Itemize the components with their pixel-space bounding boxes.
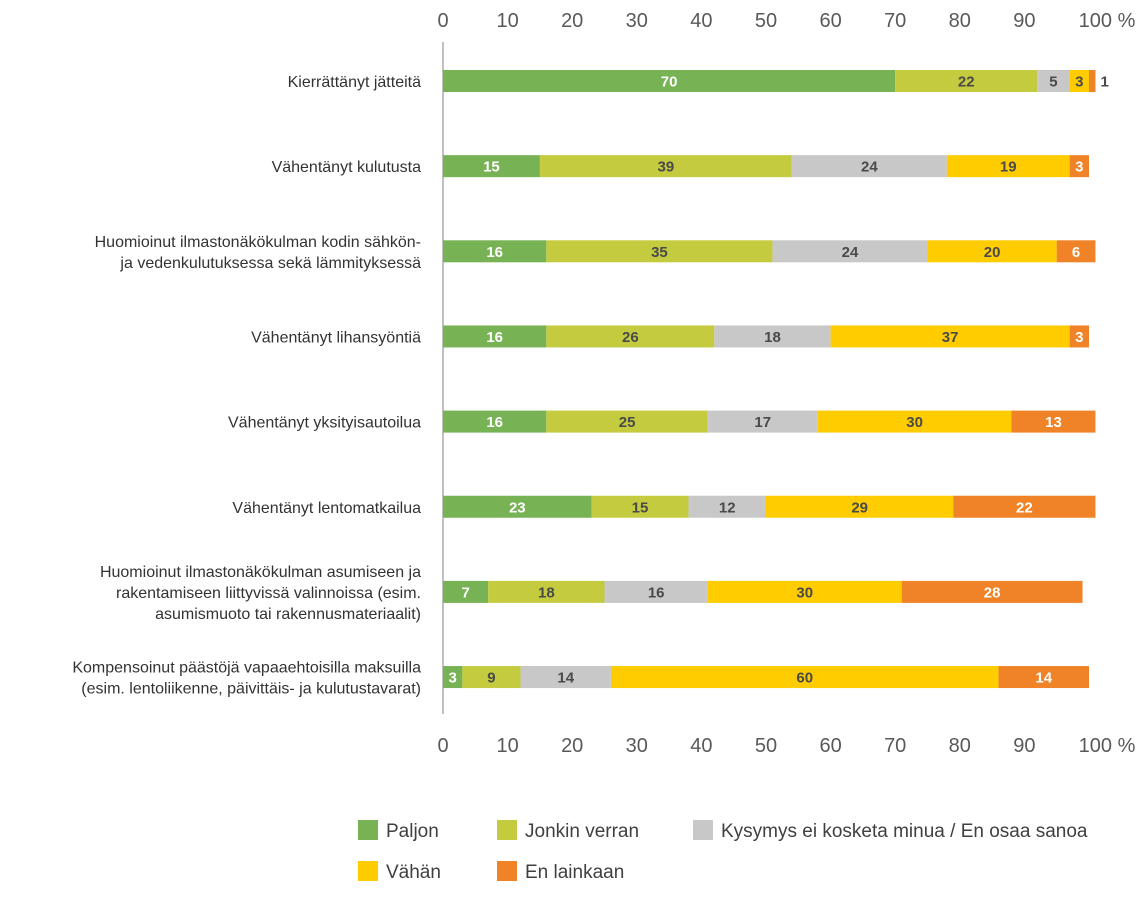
legend-label: Vähän <box>386 862 441 883</box>
category-label: rakentamiseen liittyvissä valinnoissa (e… <box>116 585 421 602</box>
legend-swatch <box>358 861 378 881</box>
data-label: 26 <box>622 329 639 346</box>
bottom-tick-label: 50 <box>755 735 777 757</box>
data-label: 18 <box>764 329 781 346</box>
category-label: Vähentänyt lentomatkailua <box>232 500 421 517</box>
category-label: Huomioinut ilmastonäkökulman asumiseen j… <box>100 564 421 581</box>
legend-swatch <box>497 820 517 840</box>
data-label: 6 <box>1072 244 1080 261</box>
legend-label: Jonkin verran <box>525 821 639 842</box>
category-label: ja vedenkulutuksessa sekä lämmityksessä <box>119 255 421 272</box>
bottom-tick-label: 60 <box>819 735 841 757</box>
top-tick-label: 100 % <box>1079 10 1136 32</box>
data-label: 16 <box>648 584 665 601</box>
data-label: 70 <box>661 74 678 91</box>
data-label: 60 <box>796 670 813 687</box>
data-label: 24 <box>861 159 878 176</box>
top-tick-label: 70 <box>884 10 906 32</box>
data-label: 20 <box>984 244 1001 261</box>
data-label: 12 <box>719 499 736 516</box>
category-label: Kompensoinut päästöjä vapaaehtoisilla ma… <box>72 660 421 677</box>
data-label: 15 <box>483 159 500 176</box>
data-label: 24 <box>842 244 859 261</box>
data-label: 5 <box>1049 74 1057 91</box>
data-label: 1 <box>1100 74 1108 91</box>
data-label: 16 <box>486 244 503 261</box>
data-label: 16 <box>486 414 503 431</box>
top-tick-label: 20 <box>561 10 583 32</box>
category-label: Vähentänyt lihansyöntiä <box>251 329 421 346</box>
bottom-tick-label: 10 <box>496 735 518 757</box>
category-label: asumismuoto tai rakennusmateriaalit) <box>155 606 421 623</box>
bottom-tick-label: 40 <box>690 735 712 757</box>
legend-label: En lainkaan <box>525 862 624 883</box>
data-label: 25 <box>619 414 636 431</box>
bottom-tick-label: 20 <box>561 735 583 757</box>
data-label: 14 <box>557 670 574 687</box>
bottom-axis-ticks: 0 10 20 30 40 50 60 70 80 90 100 % <box>437 735 1135 757</box>
legend-label: Paljon <box>386 821 439 842</box>
legend: Paljon Jonkin verran Kysymys ei kosketa mi… <box>358 820 1088 883</box>
data-label: 14 <box>1035 670 1052 687</box>
bottom-tick-label: 0 <box>437 735 448 757</box>
bars: 70 22 5 3 115 39 24 19 316 35 24 20 616 26 18 37 316 25 17… <box>443 70 1109 688</box>
bar-segment <box>1089 70 1095 92</box>
top-tick-label: 50 <box>755 10 777 32</box>
top-axis-ticks: 0 10 20 30 40 50 60 70 80 90 100 % <box>437 10 1135 32</box>
bottom-tick-label: 100 % <box>1079 735 1136 757</box>
data-label: 9 <box>487 670 495 687</box>
category-label: Vähentänyt kulutusta <box>272 159 422 176</box>
data-label: 15 <box>632 499 649 516</box>
data-label: 3 <box>449 670 457 687</box>
data-label: 16 <box>486 329 503 346</box>
data-label: 35 <box>651 244 668 261</box>
data-label: 30 <box>796 584 813 601</box>
data-label: 28 <box>984 584 1001 601</box>
bottom-tick-label: 80 <box>949 735 971 757</box>
category-label: Huomioinut ilmastonäkökulman kodin sähkö… <box>95 234 421 251</box>
top-tick-label: 30 <box>626 10 648 32</box>
data-label: 13 <box>1045 414 1062 431</box>
data-label: 22 <box>1016 499 1033 516</box>
data-label: 17 <box>754 414 771 431</box>
data-label: 39 <box>658 159 675 176</box>
data-label: 3 <box>1075 74 1083 91</box>
data-label: 37 <box>942 329 959 346</box>
data-label: 23 <box>509 499 526 516</box>
top-tick-label: 40 <box>690 10 712 32</box>
category-label: (esim. lentoliikenne, päivittäis- ja kul… <box>81 681 421 698</box>
top-tick-label: 80 <box>949 10 971 32</box>
category-labels: Kierrättänyt jätteitä Vähentänyt kulutust… <box>72 74 421 698</box>
top-tick-label: 0 <box>437 10 448 32</box>
category-label: Kierrättänyt jätteitä <box>288 74 422 91</box>
bottom-tick-label: 30 <box>626 735 648 757</box>
data-label: 29 <box>851 499 868 516</box>
data-label: 30 <box>906 414 923 431</box>
legend-swatch <box>497 861 517 881</box>
category-label: Vähentänyt yksityisautoilua <box>228 415 421 432</box>
top-tick-label: 90 <box>1013 10 1035 32</box>
top-tick-label: 60 <box>819 10 841 32</box>
legend-swatch <box>358 820 378 840</box>
legend-swatch <box>693 820 713 840</box>
data-label: 22 <box>958 74 975 91</box>
data-label: 7 <box>461 584 469 601</box>
legend-label: Kysymys ei kosketa minua / En osaa sanoa <box>721 821 1088 842</box>
data-label: 3 <box>1075 329 1083 346</box>
data-label: 18 <box>538 584 555 601</box>
top-tick-label: 10 <box>496 10 518 32</box>
bottom-tick-label: 70 <box>884 735 906 757</box>
data-label: 3 <box>1075 159 1083 176</box>
data-label: 19 <box>1000 159 1017 176</box>
bottom-tick-label: 90 <box>1013 735 1035 757</box>
